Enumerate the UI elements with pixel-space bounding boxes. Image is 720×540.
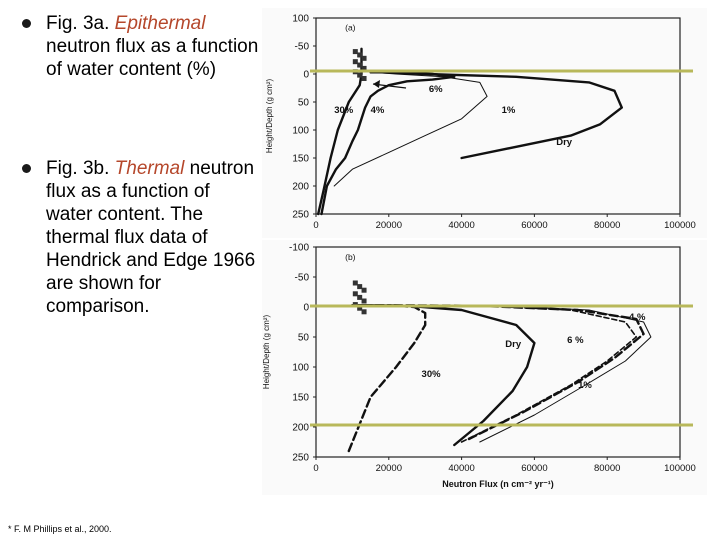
y-tick-label: 250 (292, 210, 309, 221)
data-point (361, 287, 367, 293)
curve-label: Dry (556, 137, 573, 148)
x-tick-label: 0 (313, 220, 318, 231)
x-tick-label: 20000 (376, 220, 402, 231)
caption-text: neutron flux as a function of water cont… (46, 36, 259, 80)
data-point (361, 75, 367, 81)
y-axis-label: Height/Depth (g cm²) (262, 315, 271, 390)
curve-label: 4% (371, 105, 385, 116)
y-tick-label: 0 (303, 303, 309, 314)
series-line (347, 304, 427, 453)
caption-list: Fig. 3a. Epithermal neutron flux as a fu… (20, 12, 260, 318)
x-axis-label: Neutron Flux (n cm⁻² yr⁻¹) (442, 479, 554, 489)
curve-label: 30% (334, 105, 354, 116)
citation: * F. M Phillips et al., 2000. (8, 524, 112, 534)
y-tick-label: 200 (292, 423, 309, 434)
series-line (387, 304, 645, 441)
y-tick-label: 200 (292, 182, 309, 193)
data-point (357, 294, 363, 300)
y-tick-label: 50 (298, 98, 310, 109)
y-tick-label: 150 (292, 154, 309, 165)
y-tick-label: -100 (289, 243, 309, 254)
curve-label: 6% (429, 84, 443, 95)
y-tick-label: 150 (292, 393, 309, 404)
chart-b-background (262, 240, 707, 495)
data-point (357, 52, 363, 58)
caption-prefix: Fig. 3b. (46, 158, 115, 179)
x-tick-label: 100000 (664, 220, 696, 231)
data-point (361, 309, 367, 315)
arrowhead-icon (373, 80, 380, 88)
data-point (352, 291, 358, 297)
curve-label: 4 % (629, 312, 646, 323)
chart-a-background (262, 8, 707, 238)
y-tick-label: 100 (292, 363, 309, 374)
data-point (361, 55, 367, 61)
data-point (352, 49, 358, 55)
x-tick-label: 40000 (448, 463, 474, 474)
plot-frame (315, 246, 681, 458)
caption-text: neutron flux as a function of water cont… (46, 158, 256, 317)
caption-highlight: Epithermal (114, 13, 206, 34)
y-tick-label: -50 (295, 273, 310, 284)
y-tick-label: 50 (298, 333, 310, 344)
y-tick-label: 0 (303, 70, 309, 81)
y-axis-label: Height/Depth (g cm²) (265, 79, 274, 154)
curve-label: Dry (505, 339, 522, 350)
data-point (357, 62, 363, 68)
curve-label: 6 % (567, 335, 584, 346)
data-point (352, 59, 358, 65)
bullet-icon (22, 19, 31, 28)
data-point (357, 305, 363, 311)
data-point (352, 280, 358, 286)
series-line (333, 71, 488, 187)
data-point (361, 65, 367, 71)
x-tick-label: 60000 (521, 463, 547, 474)
x-tick-label: 40000 (448, 220, 474, 231)
curve-label: 30% (422, 369, 442, 380)
y-tick-label: 100 (292, 126, 309, 137)
y-tick-label: 100 (292, 14, 309, 25)
data-point (357, 284, 363, 290)
x-tick-label: 100000 (664, 463, 696, 474)
chart-a: 100 -50 0 50 100 150 200 250 0 20000 40000 60000 800… (265, 14, 696, 232)
y-tick-label: -50 (295, 42, 310, 53)
x-tick-label: 0 (313, 463, 318, 474)
panel-label: (a) (345, 22, 356, 32)
data-point (361, 298, 367, 304)
panel-label: (b) (345, 252, 356, 262)
x-tick-label: 80000 (594, 463, 620, 474)
plot-frame (315, 17, 681, 215)
curve-label: 1% (502, 105, 516, 116)
y-tick-label: 250 (292, 453, 309, 464)
caption-fig-3a: Fig. 3a. Epithermal neutron flux as a fu… (20, 12, 260, 81)
curve-label: 1% (578, 380, 592, 391)
caption-fig-3b: Fig. 3b. Thermal neutron flux as a funct… (20, 157, 260, 318)
x-tick-label: 60000 (521, 220, 547, 231)
data-point (357, 72, 363, 78)
x-tick-label: 20000 (376, 463, 402, 474)
series-line (369, 71, 623, 160)
caption-highlight: Thermal (114, 158, 185, 179)
x-tick-label: 80000 (594, 220, 620, 231)
bullet-icon (22, 164, 31, 173)
caption-prefix: Fig. 3a. (46, 13, 115, 34)
